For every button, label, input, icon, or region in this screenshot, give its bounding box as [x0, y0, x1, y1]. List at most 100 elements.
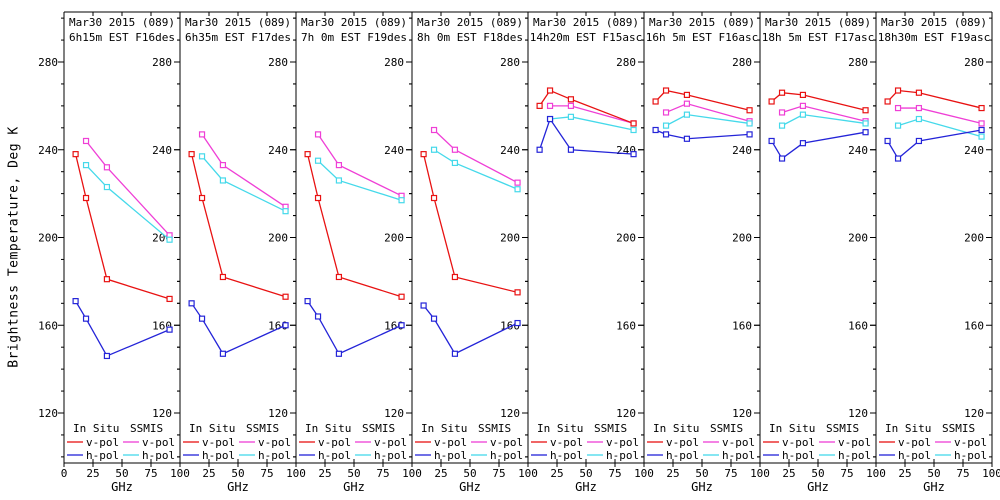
data-point-marker	[451, 273, 459, 281]
y-tick-label-right: 200	[384, 232, 404, 245]
data-point-marker	[978, 133, 985, 140]
x-tick-label: 50	[579, 467, 592, 480]
data-point-marker	[630, 151, 637, 158]
y-tick-label-right: 120	[616, 407, 636, 420]
data-point-marker	[567, 96, 575, 103]
y-tick-label-right: 120	[152, 407, 172, 420]
x-tick-label: 100	[286, 467, 306, 480]
data-point-marker	[546, 87, 554, 94]
legend-label-vpol: v-pol	[954, 436, 987, 449]
y-tick-label-right: 240	[500, 144, 520, 157]
x-tick-label: 50	[463, 467, 476, 480]
series-in-situ-h-pol	[884, 126, 985, 162]
legend-label-vpol: v-pol	[666, 436, 699, 449]
legend-header-ssmis: SSMIS	[246, 422, 279, 435]
data-point-marker	[630, 120, 637, 127]
data-point-marker	[884, 98, 891, 105]
x-tick-label: 100	[982, 467, 1000, 480]
x-tick-label: 50	[695, 467, 708, 480]
series-ssmis-v-pol	[894, 104, 985, 127]
data-point-marker	[82, 162, 90, 169]
panel-7-18h-5m-est-f17asc: 120 160 200 240 280 25 50 75 100 GHz Mar30 2015 (0…	[754, 11, 886, 494]
data-point-marker	[799, 91, 807, 99]
data-point-marker	[768, 137, 775, 145]
series-ssmis-h-pol	[82, 162, 173, 243]
legend-label-vpol: v-pol	[782, 436, 815, 449]
data-point-marker	[862, 129, 869, 136]
y-tick-label-right: 280	[268, 56, 288, 69]
x-tick-label: 75	[376, 467, 389, 480]
data-point-marker	[198, 131, 206, 138]
y-tick-label-left: 200	[38, 232, 58, 245]
y-tick-label-right: 200	[732, 232, 752, 245]
legend-header-in-situ: In Situ	[189, 422, 235, 435]
data-point-marker	[894, 104, 902, 112]
data-point-marker	[103, 183, 111, 191]
x-axis-title: GHz	[691, 480, 713, 494]
data-point-marker	[778, 122, 786, 129]
data-point-marker	[915, 104, 923, 112]
y-tick-label-right: 120	[268, 407, 288, 420]
legend-label-vpol: v-pol	[838, 436, 871, 449]
legend-label-hpol: h-pol	[434, 449, 467, 462]
legend-header-ssmis: SSMIS	[942, 422, 975, 435]
legend-label-hpol: h-pol	[954, 449, 987, 462]
y-tick-label-right: 120	[500, 407, 520, 420]
series-ssmis-v-pol	[82, 137, 173, 239]
data-point-marker	[546, 115, 554, 123]
y-tick-label-right: 280	[964, 56, 984, 69]
data-point-marker	[166, 326, 173, 333]
y-tick-label-right: 200	[848, 232, 868, 245]
data-point-marker	[778, 109, 786, 116]
data-point-marker	[430, 126, 438, 134]
series-in-situ-h-pol	[72, 298, 173, 360]
legend-label-hpol: h-pol	[666, 449, 699, 462]
data-point-marker	[683, 100, 691, 107]
data-point-marker	[166, 295, 173, 303]
series-ssmis-h-pol	[314, 157, 405, 204]
y-tick-label-right: 200	[616, 232, 636, 245]
data-point-marker	[335, 162, 343, 169]
data-point-marker	[778, 155, 786, 162]
x-tick-label: 100	[518, 467, 538, 480]
x-tick-label: 50	[347, 467, 360, 480]
data-point-marker	[768, 98, 775, 105]
legend-label-hpol: h-pol	[258, 449, 291, 462]
x-tick-label: 50	[231, 467, 244, 480]
panel-6-16h-5m-est-f16asc: 120 160 200 240 280 25 50 75 100 GHz Mar30 2015 (0…	[638, 11, 770, 494]
data-point-marker	[514, 289, 521, 296]
x-tick-label: 50	[811, 467, 824, 480]
data-point-marker	[746, 107, 753, 114]
data-point-marker	[82, 194, 90, 202]
x-tick-label: 100	[402, 467, 422, 480]
data-point-marker	[451, 159, 459, 167]
x-tick-label: 100	[634, 467, 654, 480]
data-point-marker	[683, 111, 691, 118]
y-tick-label-right: 120	[964, 407, 984, 420]
legend-label-vpol: v-pol	[202, 436, 235, 449]
x-tick-label: 25	[202, 467, 215, 480]
data-point-marker	[799, 111, 807, 118]
y-tick-label-right: 280	[384, 56, 404, 69]
legend-label-hpol: h-pol	[722, 449, 755, 462]
y-tick-label-right: 280	[500, 56, 520, 69]
data-point-marker	[198, 194, 206, 202]
legend-header-ssmis: SSMIS	[478, 422, 511, 435]
panel-title-date: Mar30 2015 (089)	[301, 16, 407, 29]
data-point-marker	[188, 300, 195, 307]
legend-label-vpol: v-pol	[490, 436, 523, 449]
data-point-marker	[536, 146, 543, 153]
data-point-marker	[662, 131, 670, 138]
legend-label-vpol: v-pol	[550, 436, 583, 449]
series-in-situ-v-pol	[652, 87, 753, 114]
panel-title-date: Mar30 2015 (089)	[417, 16, 523, 29]
x-tick-label: 0	[61, 467, 68, 480]
data-point-marker	[188, 151, 195, 158]
legend-label-hpol: h-pol	[318, 449, 351, 462]
series-in-situ-h-pol	[188, 300, 289, 357]
y-tick-label-right: 240	[964, 144, 984, 157]
data-point-marker	[915, 115, 923, 123]
y-tick-label-right: 200	[500, 232, 520, 245]
legend-label-vpol: v-pol	[318, 436, 351, 449]
